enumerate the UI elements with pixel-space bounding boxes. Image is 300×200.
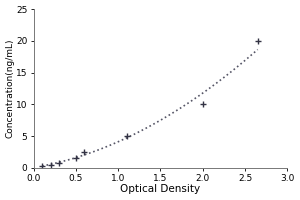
X-axis label: Optical Density: Optical Density: [120, 184, 200, 194]
Y-axis label: Concentration(ng/mL): Concentration(ng/mL): [6, 39, 15, 138]
